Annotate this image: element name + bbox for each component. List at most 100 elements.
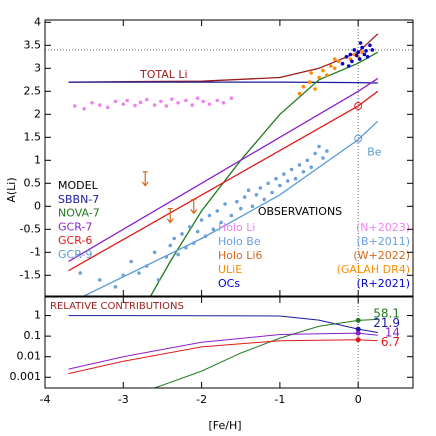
curve — [68, 339, 378, 375]
legend-entry: ULiE — [218, 263, 242, 276]
y-tick-label: -1 — [30, 245, 41, 258]
legend-entry: Holo Li — [218, 221, 255, 234]
point — [357, 57, 362, 61]
plot-frame — [44, 19, 414, 297]
legend-entry: SBBN-7 — [58, 193, 99, 206]
point — [180, 232, 184, 236]
legend-entry: NOVA-7 — [58, 207, 100, 220]
point — [190, 103, 194, 107]
end-label: 6.7 — [381, 335, 400, 349]
legend-entry: Holo Li6 — [218, 249, 262, 262]
point — [191, 241, 196, 245]
legend-entry: GCR-7 — [58, 220, 92, 233]
point — [215, 98, 220, 103]
point — [258, 186, 263, 190]
y-tick-label: 0.01 — [17, 350, 42, 363]
solar-marker — [354, 102, 363, 111]
y-tick-label: 1 — [34, 153, 41, 166]
end-marker — [355, 317, 361, 323]
end-marker — [355, 337, 361, 343]
point — [223, 202, 227, 206]
end-label: 58.1 — [373, 307, 400, 321]
point — [229, 96, 234, 100]
point — [309, 71, 314, 75]
point — [172, 236, 176, 241]
y-tick-label: 2.5 — [24, 84, 42, 97]
x-axis-label: [Fe/H] — [208, 419, 241, 432]
x-tick-label: -1 — [274, 393, 285, 406]
point — [354, 53, 359, 58]
point — [370, 48, 375, 52]
point — [211, 227, 216, 232]
point — [356, 50, 360, 54]
end-marker — [355, 326, 361, 332]
point — [137, 271, 141, 275]
point — [360, 50, 364, 54]
point — [195, 96, 200, 100]
curve — [68, 77, 379, 263]
curve — [68, 90, 379, 272]
point — [113, 99, 118, 104]
point — [170, 97, 174, 101]
point — [159, 99, 163, 104]
point — [362, 52, 367, 57]
point — [358, 41, 363, 45]
point — [313, 87, 317, 91]
point — [203, 234, 208, 238]
curve — [68, 81, 378, 84]
point — [242, 195, 247, 199]
point — [184, 98, 188, 103]
y-axis-label: A(Li) — [5, 177, 18, 202]
point — [207, 102, 212, 106]
point — [195, 229, 200, 234]
point — [317, 144, 321, 149]
point — [133, 103, 137, 108]
point — [164, 255, 169, 259]
point — [235, 199, 239, 204]
point — [156, 278, 161, 282]
legend-ref: (B+2011) — [357, 235, 410, 248]
curve — [83, 120, 379, 296]
legend-entry: GCR-9 — [58, 248, 92, 261]
point — [317, 75, 321, 80]
point — [199, 218, 204, 222]
point — [98, 278, 102, 282]
point — [270, 190, 274, 195]
end-label: 14 — [385, 326, 400, 340]
point — [144, 264, 149, 268]
legend-entry: OCs — [218, 277, 240, 290]
plot-frame — [44, 296, 414, 389]
curve — [154, 318, 378, 388]
point — [278, 183, 282, 188]
solar-marker — [354, 134, 363, 143]
point — [262, 197, 267, 202]
point — [344, 55, 349, 59]
point — [105, 105, 110, 110]
y-tick-label: 3.5 — [24, 38, 42, 51]
point — [340, 61, 345, 66]
end-marker — [355, 330, 361, 336]
point — [168, 243, 173, 248]
point — [266, 181, 270, 186]
point — [90, 101, 94, 105]
y-tick-label: 4 — [34, 15, 41, 28]
legend-entry: GCR-6 — [58, 234, 92, 247]
point — [325, 149, 329, 153]
y-tick-label: 1 — [34, 309, 41, 322]
point — [229, 213, 234, 218]
point — [250, 204, 255, 209]
legend-ref: (W+2022) — [353, 249, 410, 262]
point — [297, 91, 302, 96]
end-label: 21.9 — [373, 316, 400, 330]
point — [325, 73, 329, 77]
point — [332, 66, 337, 71]
y-tick-label: 0.001 — [10, 370, 42, 383]
upper-limit — [190, 199, 198, 215]
point — [201, 99, 205, 104]
point — [72, 104, 77, 108]
point — [364, 49, 368, 53]
legend-ref: (R+2021) — [357, 277, 410, 290]
point — [219, 220, 223, 225]
point — [352, 48, 357, 52]
